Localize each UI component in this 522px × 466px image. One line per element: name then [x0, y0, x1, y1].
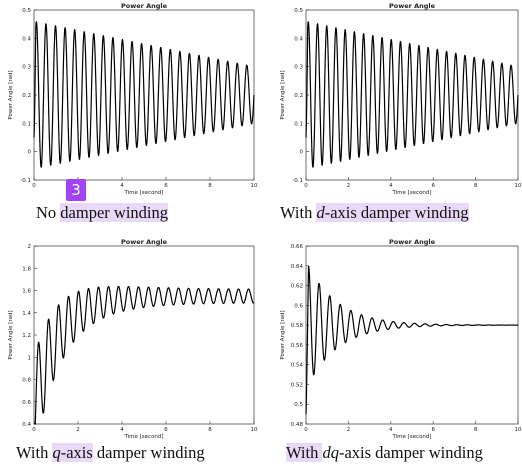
chart-svg: Power Angle 0 2 4 6 8 10 0.48 0.5 0.52 0.54 0.56 0.5…: [280, 238, 522, 440]
y-tick-label: 0.3: [22, 65, 31, 71]
x-tick-label: 4: [120, 427, 124, 433]
x-tick-label: 10: [251, 183, 258, 189]
chart-svg: Power Angle 0 2 4 6 8 10 0.4 0.6 0.8 1 1.2 1.4 1.6 1.8…: [8, 238, 258, 440]
caption-part: -axis: [60, 443, 93, 462]
y-tick-label: 0.4: [22, 422, 31, 428]
y-tick-label: 0.58: [291, 323, 304, 329]
y-tick-label: 0: [300, 150, 304, 156]
x-tick-label: 8: [208, 427, 212, 433]
annotation-badge: 3: [66, 179, 86, 201]
x-axis-label: Time [second]: [123, 190, 163, 196]
caption-part: dq: [322, 443, 339, 462]
chart-panel-no-damper: Power Angle0246810-0.100.10.20.30.40.5Ti…: [0, 0, 258, 200]
x-tick-label: 4: [120, 183, 124, 189]
x-tick-label: 10: [251, 427, 258, 433]
y-tick-label: 0.54: [291, 363, 304, 369]
y-tick-label: 1.4: [22, 311, 31, 317]
x-tick-label: 10: [515, 183, 522, 189]
chart-panel-q-axis: Power Angle 0 2 4 6 8 10 0.4 0.6 0.8 1 1.2 1.4 1.6 1.8…: [0, 236, 258, 444]
chart-title: Power Angle: [121, 2, 168, 10]
x-tick-label: 10: [515, 427, 522, 433]
y-tick-label: 0.52: [291, 382, 303, 388]
x-axis-label: Time [second]: [391, 190, 431, 196]
caption-part: damper winding: [92, 443, 205, 462]
y-tick-label: 0.62: [291, 284, 303, 290]
chart-panel-dq-axis: Power Angle 0 2 4 6 8 10 0.48 0.5 0.52 0.54 0.56 0.5…: [272, 236, 522, 444]
chart-panel-d-axis: Power Angle 0 2 4 6 8 10 -0.1 0 0.1 0.2 0.3 0.4 0.5 Ti…: [272, 0, 522, 200]
y-tick-label: 0.3: [294, 65, 303, 71]
caption-part: With: [286, 443, 323, 462]
x-tick-label: 0: [32, 427, 36, 433]
x-tick-label: 8: [474, 183, 478, 189]
y-tick-label: 0.6: [22, 400, 31, 406]
y-tick-label: 0.66: [291, 244, 304, 250]
y-tick-label: 0.4: [22, 36, 31, 42]
y-tick-label: 1.8: [22, 266, 31, 272]
y-axis-label: Power Angle [rad]: [8, 70, 14, 119]
y-tick-label: 0.5: [294, 8, 303, 14]
y-tick-label: 0.8: [22, 378, 31, 384]
caption-part: -axis damper winding: [324, 203, 469, 222]
plot-frame: [33, 245, 255, 425]
y-tick-label: 0: [28, 150, 32, 156]
y-tick-label: 1.6: [22, 289, 31, 295]
x-tick-label: 6: [164, 427, 168, 433]
caption-part: q: [52, 443, 61, 462]
x-tick-label: 4: [389, 427, 393, 433]
y-axis-label: Power Angle [rad]: [280, 70, 286, 119]
x-tick-label: 2: [347, 427, 351, 433]
y-tick-label: 0.48: [291, 422, 304, 428]
chart-svg: Power Angle0246810-0.100.10.20.30.40.5Ti…: [8, 2, 258, 196]
y-tick-label: 0.2: [22, 93, 31, 99]
caption-part: d: [316, 203, 325, 222]
series-line: [33, 285, 255, 425]
y-tick-label: 0.64: [291, 264, 304, 270]
y-tick-label: 0.1: [22, 121, 31, 127]
caption-no-damper: No damper winding: [36, 203, 168, 223]
y-tick-label: 0.1: [294, 121, 303, 127]
x-axis-label: Time [second]: [123, 434, 163, 440]
series-line: [305, 21, 519, 168]
caption-part: -axis damper winding: [338, 443, 483, 462]
y-tick-label: 2: [28, 244, 32, 250]
x-tick-label: 2: [76, 427, 80, 433]
y-tick-label: 0.5: [294, 402, 303, 408]
x-tick-label: 2: [347, 183, 351, 189]
y-tick-label: 1: [28, 355, 32, 361]
chart-title: Power Angle: [389, 2, 436, 10]
x-tick-label: 8: [208, 183, 212, 189]
y-tick-label: -0.1: [20, 178, 31, 184]
y-tick-label: -0.1: [292, 178, 303, 184]
caption-d-axis: With d-axis damper winding: [280, 203, 469, 223]
y-tick-label: 0.6: [294, 303, 303, 309]
caption-part: With: [280, 203, 317, 222]
chart-title: Power Angle: [121, 238, 168, 246]
y-axis-label: Power Angle [rad]: [8, 310, 14, 359]
y-tick-label: 0.4: [294, 36, 303, 42]
y-tick-label: 1.2: [22, 333, 31, 339]
series-line: [305, 265, 519, 415]
x-tick-label: 0: [304, 427, 308, 433]
caption-dq-axis: With dq-axis damper winding: [286, 443, 483, 463]
x-tick-label: 0: [304, 183, 308, 189]
x-tick-label: 4: [389, 183, 393, 189]
caption-part: With: [16, 443, 53, 462]
x-tick-label: 8: [474, 427, 478, 433]
x-axis-label: Time [second]: [391, 434, 431, 440]
caption-part: No: [36, 203, 61, 222]
caption-q-axis: With q-axis damper winding: [16, 443, 205, 463]
x-tick-label: 6: [164, 183, 168, 189]
plot-frame: [305, 245, 519, 425]
x-tick-label: 0: [32, 183, 36, 189]
chart-title: Power Angle: [389, 238, 436, 246]
x-tick-label: 6: [431, 427, 435, 433]
y-tick-label: 0.56: [291, 343, 304, 349]
caption-part: damper winding: [60, 203, 168, 222]
y-tick-label: 0.2: [294, 93, 303, 99]
x-tick-label: 6: [431, 183, 435, 189]
y-axis-label: Power Angle [rad]: [280, 310, 286, 359]
series-line: [33, 21, 255, 168]
y-tick-label: 0.5: [22, 8, 31, 14]
